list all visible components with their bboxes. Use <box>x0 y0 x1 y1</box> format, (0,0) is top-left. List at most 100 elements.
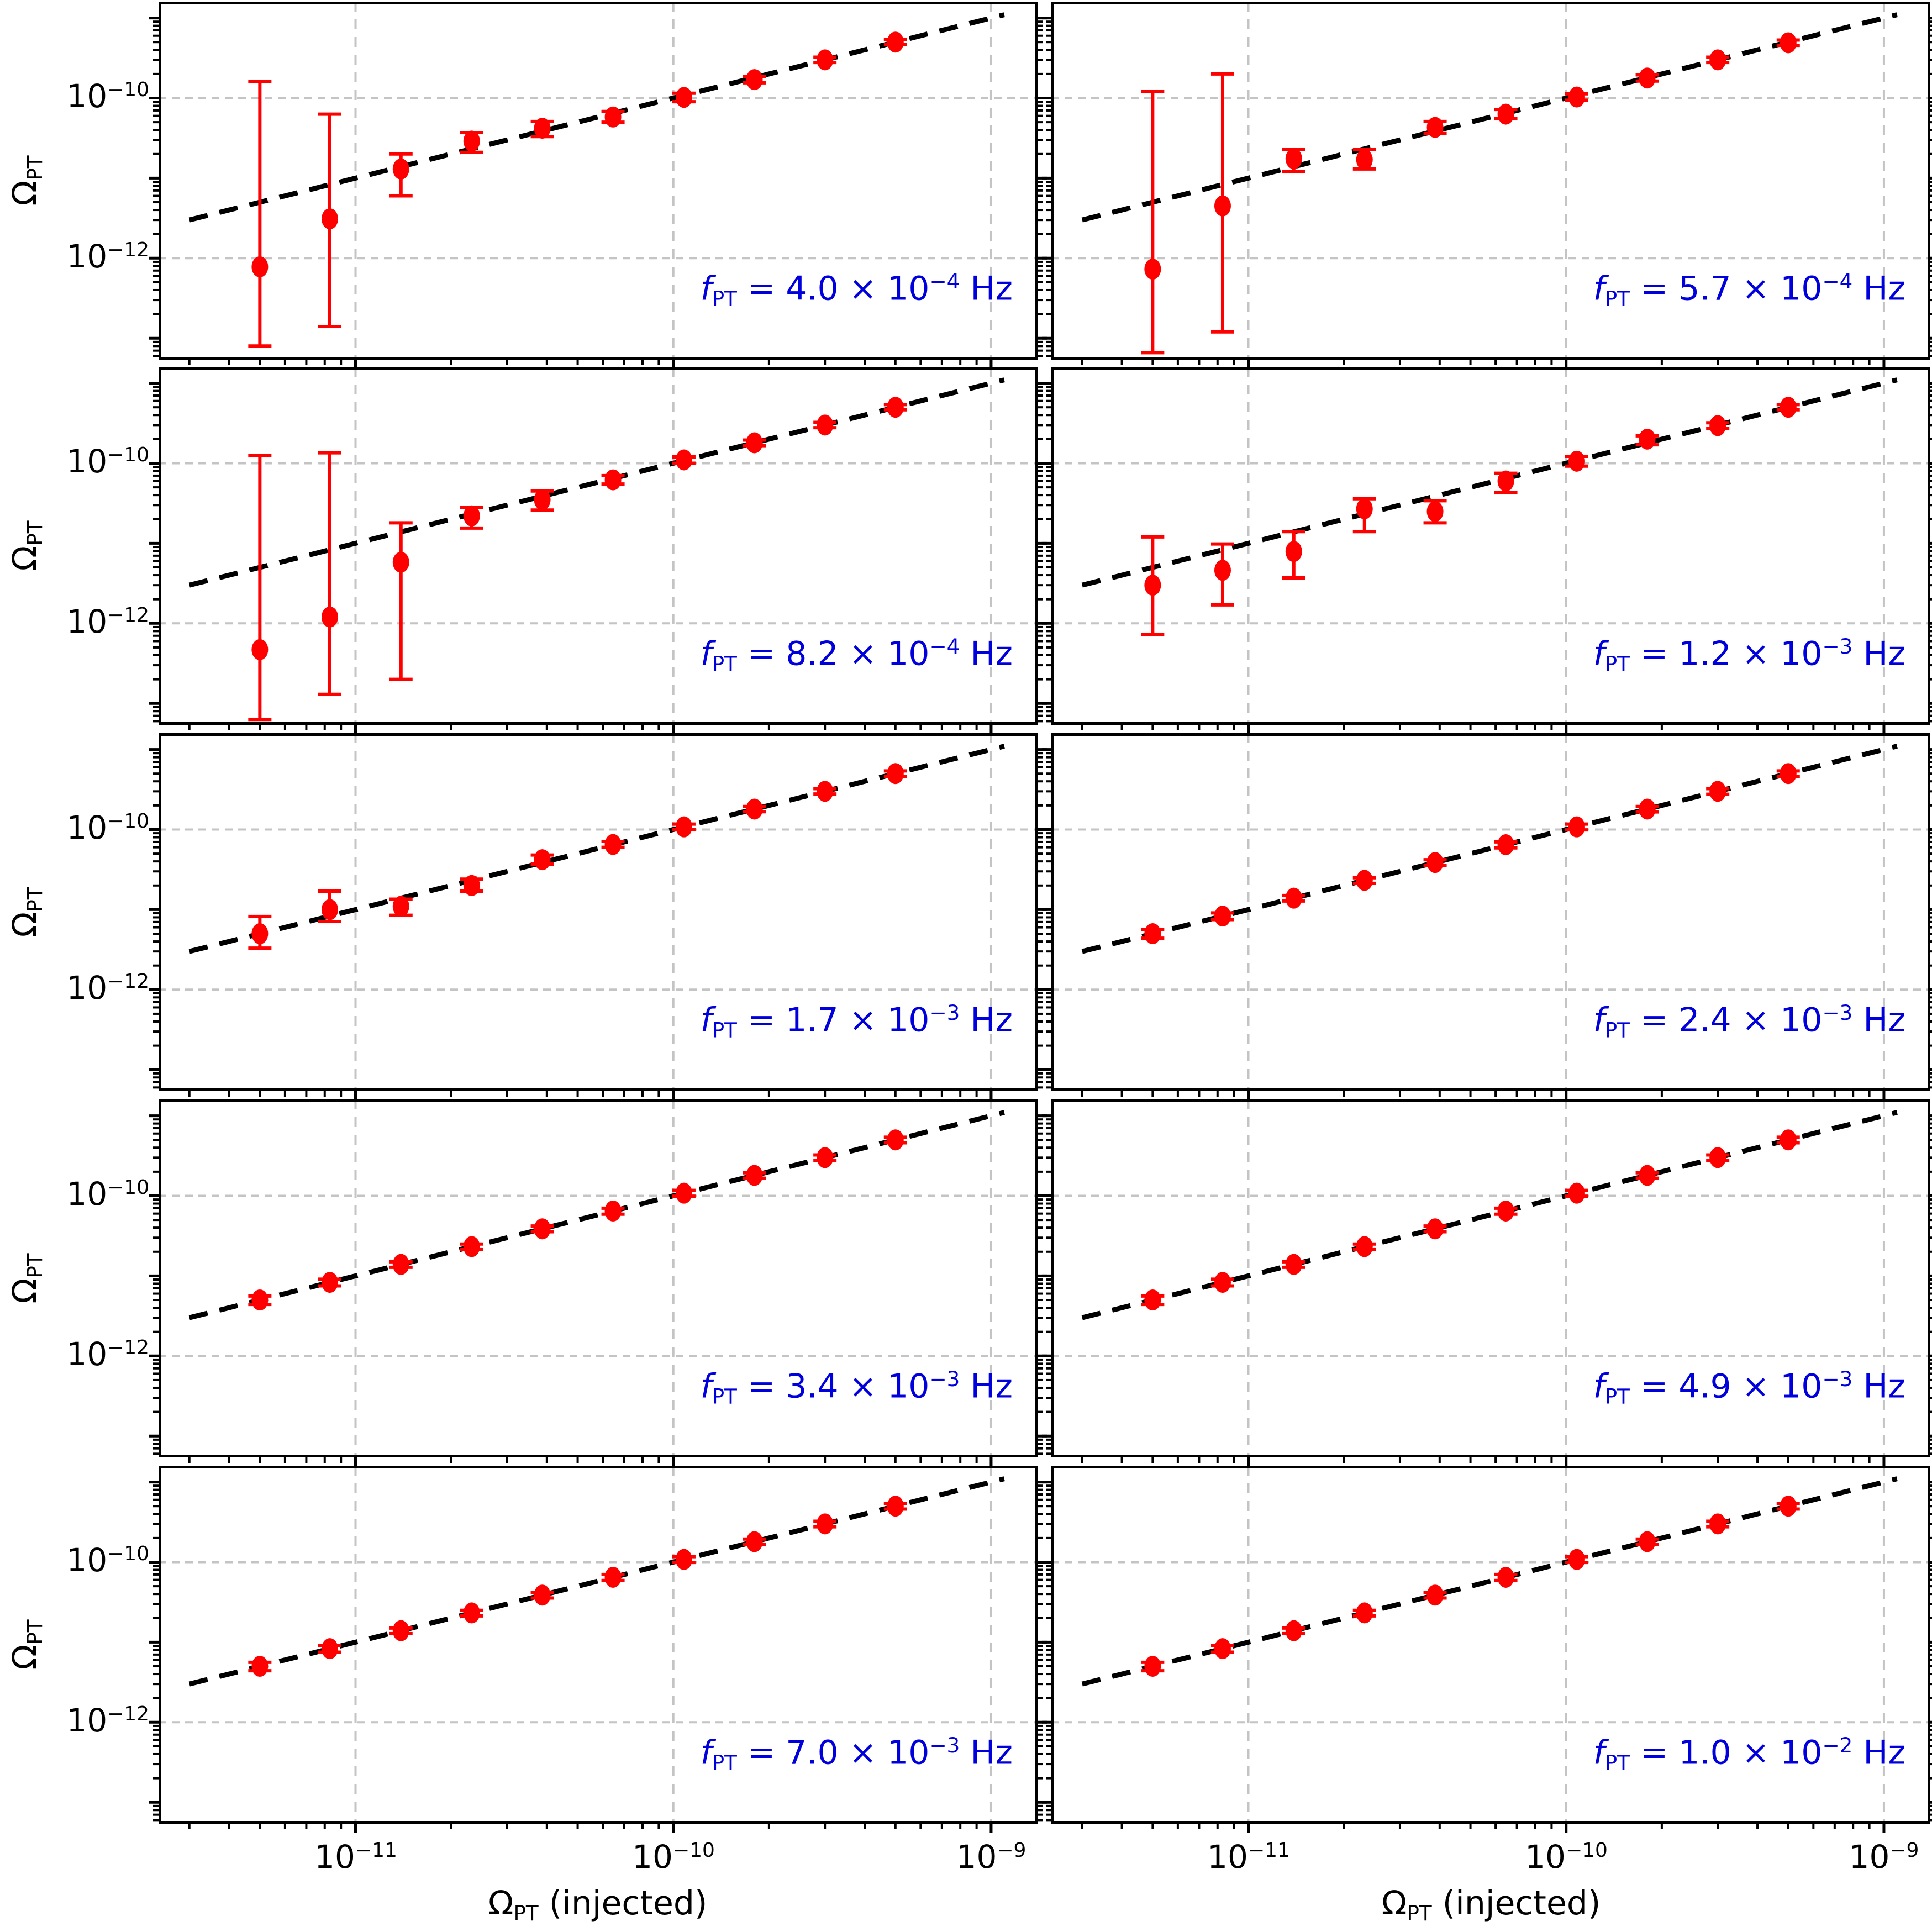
y-axis-label-subscript: PT <box>23 520 48 546</box>
data-point <box>251 1289 269 1311</box>
freq-label: fPT = 1.7 × 10−3 Hz <box>701 1002 1013 1042</box>
y-tick-exponent: −12 <box>107 239 149 262</box>
freq-symbol: f <box>700 634 712 673</box>
freq-symbol: f <box>700 1733 712 1772</box>
panel-fpt-4.0e−4: fPT = 4.0 × 10−4 Hz <box>149 2 1047 369</box>
freq-symbol: f <box>1593 1733 1605 1772</box>
data-point <box>1285 148 1302 170</box>
data-point <box>1568 86 1585 108</box>
y-tick-label: 10−10 <box>22 444 149 480</box>
freq-mantissa: = 3.4 × 10 <box>736 1367 930 1406</box>
data-point <box>746 432 763 454</box>
data-point <box>817 781 834 802</box>
freq-mantissa: = 2.4 × 10 <box>1629 1001 1823 1040</box>
freq-label: fPT = 4.0 × 10−4 Hz <box>701 270 1013 310</box>
y-tick-exponent: −10 <box>107 810 149 833</box>
panel-spines <box>159 1099 1038 1457</box>
freq-label: fPT = 7.0 × 10−3 Hz <box>701 1734 1013 1775</box>
x-tick-label: 10−9 <box>956 1839 1026 1875</box>
x-tick-exponent: −11 <box>355 1839 397 1862</box>
data-point <box>1144 575 1161 596</box>
data-point <box>1144 1289 1161 1311</box>
freq-subscript: PT <box>712 1018 737 1043</box>
freq-unit: Hz <box>1852 1001 1905 1040</box>
x-tick-base: 10 <box>1849 1838 1890 1876</box>
data-point <box>1356 498 1373 519</box>
freq-mantissa: = 7.0 × 10 <box>736 1733 930 1772</box>
data-point <box>1497 470 1514 492</box>
data-point <box>1214 195 1231 217</box>
freq-exponent: −3 <box>1822 634 1853 659</box>
panel-fpt-4.9e−3: fPT = 4.9 × 10−3 Hz <box>1042 1099 1932 1467</box>
y-tick-label: 10−12 <box>22 1703 149 1739</box>
data-point <box>1356 149 1373 171</box>
freq-unit: Hz <box>960 1367 1013 1406</box>
data-point <box>463 1602 480 1624</box>
identity-line <box>188 1110 1005 1320</box>
freq-unit: Hz <box>960 1001 1013 1040</box>
y-tick-label: 10−10 <box>22 1176 149 1212</box>
data-point <box>1426 1218 1444 1240</box>
freq-subscript: PT <box>1604 651 1630 676</box>
freq-subscript: PT <box>712 1750 737 1775</box>
freq-exponent: −3 <box>929 1001 960 1025</box>
freq-exponent: −4 <box>929 269 960 293</box>
freq-exponent: −3 <box>929 1733 960 1757</box>
panel-fpt-1.7e−3: fPT = 1.7 × 10−3 Hz <box>149 733 1047 1101</box>
y-tick-label: 10−12 <box>22 239 149 275</box>
data-point <box>1356 1236 1373 1257</box>
data-point <box>1639 67 1656 89</box>
panel-spines <box>159 367 1038 725</box>
y-tick-label: 10−12 <box>22 970 149 1006</box>
panel-fpt-8.2e−4: fPT = 8.2 × 10−4 Hz <box>149 367 1047 734</box>
data-point <box>1214 1638 1231 1660</box>
freq-label: fPT = 8.2 × 10−4 Hz <box>701 635 1013 676</box>
panel-fpt-1.0e−2: fPT = 1.0 × 10−2 Hz <box>1042 1466 1932 1833</box>
freq-symbol: f <box>700 1367 712 1406</box>
data-point <box>1426 852 1444 873</box>
y-tick-exponent: −12 <box>107 970 149 993</box>
freq-unit: Hz <box>960 269 1013 308</box>
identity-line <box>188 1476 1005 1687</box>
freq-symbol: f <box>1593 1367 1605 1406</box>
x-tick-base: 10 <box>632 1838 673 1876</box>
freq-mantissa: = 1.2 × 10 <box>1629 634 1823 673</box>
panel-plot <box>1042 1466 1932 1833</box>
data-point <box>392 551 409 573</box>
freq-exponent: −4 <box>1822 269 1853 293</box>
data-point <box>534 849 551 871</box>
data-point <box>1214 560 1231 581</box>
data-point <box>746 1165 763 1186</box>
data-point <box>251 639 269 660</box>
data-point <box>1780 32 1797 54</box>
data-point <box>1709 415 1726 436</box>
data-point <box>251 256 269 277</box>
x-tick-base: 10 <box>314 1838 355 1876</box>
data-point <box>604 469 622 491</box>
identity-line <box>1081 12 1898 223</box>
y-tick-exponent: −12 <box>107 604 149 627</box>
y-tick-base: 10 <box>66 443 108 480</box>
panel-spines <box>1051 367 1930 725</box>
x-tick-label: 10−9 <box>1849 1838 1919 1876</box>
data-point <box>1639 798 1656 820</box>
panel-spines <box>1051 1099 1930 1457</box>
panel-plot <box>1042 733 1932 1101</box>
freq-symbol: f <box>1593 1001 1605 1040</box>
data-point <box>887 31 904 53</box>
y-axis-label-symbol: Ω <box>5 912 44 938</box>
data-point <box>1285 541 1302 562</box>
data-point <box>1356 870 1373 891</box>
data-point <box>1497 1566 1514 1588</box>
panel-fpt-1.2e−3: fPT = 1.2 × 10−3 Hz <box>1042 367 1932 734</box>
data-point <box>321 208 338 230</box>
data-point <box>463 130 480 152</box>
panel-spines <box>1051 2 1930 360</box>
freq-symbol: f <box>1593 634 1605 673</box>
y-tick-exponent: −10 <box>107 1543 149 1566</box>
panel-spines <box>1051 733 1930 1091</box>
data-point <box>1497 834 1514 855</box>
y-tick-base: 10 <box>66 809 108 846</box>
identity-line <box>1081 377 1898 588</box>
freq-exponent: −3 <box>1822 1367 1853 1391</box>
